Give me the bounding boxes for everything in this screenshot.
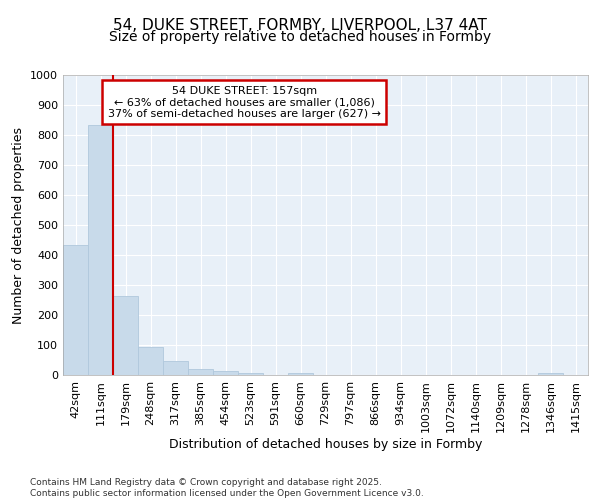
Text: 54 DUKE STREET: 157sqm
← 63% of detached houses are smaller (1,086)
37% of semi-: 54 DUKE STREET: 157sqm ← 63% of detached… — [107, 86, 380, 118]
Bar — [213, 372, 238, 375]
Bar — [63, 244, 88, 375]
Y-axis label: Number of detached properties: Number of detached properties — [11, 126, 25, 324]
Bar — [163, 361, 188, 375]
Bar — [188, 369, 213, 375]
Bar — [238, 372, 263, 375]
Text: Size of property relative to detached houses in Formby: Size of property relative to detached ho… — [109, 30, 491, 44]
Bar — [88, 124, 113, 375]
Bar — [138, 348, 163, 375]
Bar — [113, 296, 138, 375]
Text: 54, DUKE STREET, FORMBY, LIVERPOOL, L37 4AT: 54, DUKE STREET, FORMBY, LIVERPOOL, L37 … — [113, 18, 487, 32]
Text: Contains HM Land Registry data © Crown copyright and database right 2025.
Contai: Contains HM Land Registry data © Crown c… — [30, 478, 424, 498]
X-axis label: Distribution of detached houses by size in Formby: Distribution of detached houses by size … — [169, 438, 482, 450]
Bar — [538, 372, 563, 375]
Bar — [288, 372, 313, 375]
